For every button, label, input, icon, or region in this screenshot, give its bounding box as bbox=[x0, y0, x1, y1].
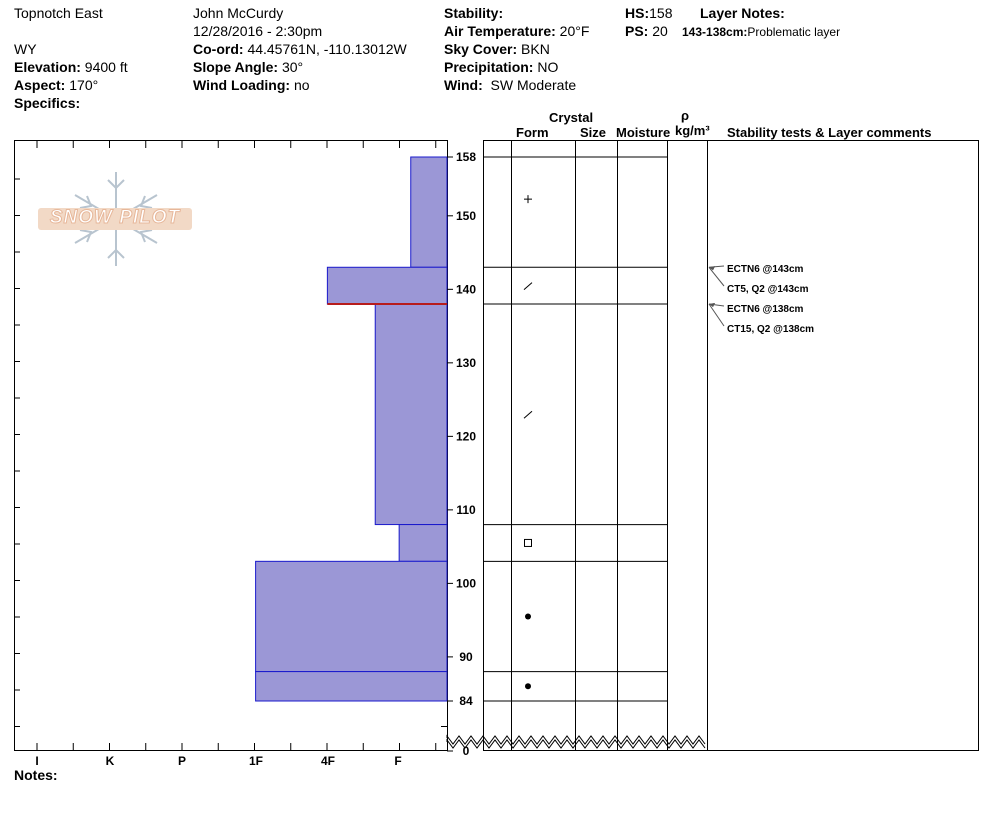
precipitation: Precipitation: NO bbox=[444, 59, 558, 75]
decomposing-fragment-icon bbox=[523, 282, 533, 291]
coord-label: Co-ord: bbox=[193, 41, 244, 57]
aspect-value: 170° bbox=[69, 77, 99, 93]
hs: HS:158 bbox=[625, 5, 672, 21]
elevation-value: 9400 ft bbox=[84, 59, 128, 75]
ps-value: 20 bbox=[652, 23, 668, 39]
depth-label-0: 0 bbox=[463, 744, 470, 758]
depth-label-90: 90 bbox=[459, 650, 473, 664]
wind-loading: Wind Loading: no bbox=[193, 77, 310, 93]
break-zigzag bbox=[446, 734, 706, 745]
aspect-label: Aspect: bbox=[14, 77, 66, 93]
layers-table-frame bbox=[483, 140, 979, 751]
hardness-layer bbox=[410, 156, 448, 268]
snowpilot-logo: SNOW PILOT bbox=[36, 168, 196, 272]
hardness-label-i: I bbox=[35, 754, 38, 768]
elevation-label: Elevation: bbox=[14, 59, 81, 75]
air-temperature: Air Temperature: 20°F bbox=[444, 23, 589, 39]
stability-test: CT15, Q2 @138cm bbox=[727, 324, 814, 335]
air-temp-label: Air Temperature: bbox=[444, 23, 556, 39]
moisture-header: Moisture bbox=[616, 125, 671, 140]
faceted-crystal-icon bbox=[524, 538, 532, 547]
hardness-layer bbox=[398, 524, 448, 562]
hardness-label-1f: 1F bbox=[249, 754, 263, 768]
depth-label-100: 100 bbox=[456, 576, 476, 590]
sky-label: Sky Cover: bbox=[444, 41, 518, 57]
hardness-label-p: P bbox=[178, 754, 186, 768]
hardness-layer bbox=[374, 303, 448, 526]
depth-label-120: 120 bbox=[456, 429, 476, 443]
stability-test-leader bbox=[708, 266, 725, 287]
rho-header: ρ bbox=[681, 108, 690, 123]
hardness-layer bbox=[255, 560, 448, 673]
stability-test-leader bbox=[708, 303, 725, 327]
observer-name: John McCurdy bbox=[193, 5, 284, 21]
depth-label-130: 130 bbox=[456, 356, 476, 370]
sky-value: BKN bbox=[521, 41, 550, 57]
coordinates: Co-ord: 44.45761N, -110.13012W bbox=[193, 41, 407, 57]
depth-label-158: 158 bbox=[456, 150, 476, 164]
stability-test: ECTN6 @143cm bbox=[727, 264, 804, 275]
wind-label: Wind: bbox=[444, 77, 483, 93]
aspect: Aspect: 170° bbox=[14, 77, 98, 93]
rounded-grain-icon bbox=[525, 683, 531, 690]
layer-note: 143-138cm:Problematic layer bbox=[682, 24, 840, 40]
ps: PS: 20 bbox=[625, 23, 668, 39]
layer-notes-label: Layer Notes: bbox=[700, 5, 785, 21]
hardness-layer bbox=[255, 671, 448, 702]
air-temp-value: 20°F bbox=[559, 23, 590, 39]
form-header: Form bbox=[516, 125, 549, 140]
stability-test: CT5, Q2 @143cm bbox=[727, 284, 809, 295]
density-unit-header: kg/m³ bbox=[675, 123, 710, 138]
ps-label: PS: bbox=[625, 23, 649, 39]
slope-label: Slope Angle: bbox=[193, 59, 279, 75]
layer-note-text: Problematic layer bbox=[747, 25, 841, 39]
slope-value: 30° bbox=[281, 59, 304, 75]
stability-comments-header: Stability tests & Layer comments bbox=[727, 125, 932, 140]
hardness-layer bbox=[326, 266, 448, 305]
decomposing-fragment-icon bbox=[523, 410, 533, 419]
hardness-label-k: K bbox=[106, 754, 115, 768]
wind-loading-value: no bbox=[293, 77, 310, 93]
size-header: Size bbox=[580, 125, 607, 140]
stability-label: Stability: bbox=[444, 5, 504, 21]
slope-angle: Slope Angle: 30° bbox=[193, 59, 303, 75]
logo-text: SNOW PILOT bbox=[49, 207, 181, 229]
notes-label: Notes: bbox=[14, 767, 58, 783]
crystal-header: Crystal bbox=[549, 110, 594, 125]
precip-label: Precipitation: bbox=[444, 59, 534, 75]
wind: Wind: SW Moderate bbox=[444, 77, 576, 93]
layer-note-range: 143-138cm: bbox=[682, 25, 748, 39]
stability-test: ECTN6 @138cm bbox=[727, 304, 804, 315]
wind-loading-label: Wind Loading: bbox=[193, 77, 291, 93]
rounded-grain-icon bbox=[525, 613, 531, 620]
elevation: Elevation: 9400 ft bbox=[14, 59, 128, 75]
depth-label-140: 140 bbox=[456, 282, 476, 296]
wind-value: SW Moderate bbox=[490, 77, 577, 93]
depth-label-110: 110 bbox=[456, 503, 476, 517]
observation-datetime: 12/28/2016 - 2:30pm bbox=[193, 23, 323, 39]
hs-value: 158 bbox=[649, 5, 673, 21]
hardness-label-f: F bbox=[394, 754, 401, 768]
depth-label-150: 150 bbox=[456, 209, 476, 223]
precip-value: NO bbox=[537, 59, 559, 75]
hs-label: HS: bbox=[625, 5, 650, 21]
stability-test-arrow-icon bbox=[709, 303, 715, 308]
depth-label-84: 84 bbox=[459, 694, 473, 708]
break-zigzag bbox=[446, 738, 706, 749]
stability-test-arrow-icon bbox=[709, 266, 715, 271]
specifics-label: Specifics: bbox=[14, 95, 81, 111]
hardness-label-4f: 4F bbox=[321, 754, 335, 768]
state: WY bbox=[14, 41, 37, 57]
coord-value: 44.45761N, -110.13012W bbox=[247, 41, 407, 57]
sky-cover: Sky Cover: BKN bbox=[444, 41, 550, 57]
location-name: Topnotch East bbox=[14, 5, 103, 21]
